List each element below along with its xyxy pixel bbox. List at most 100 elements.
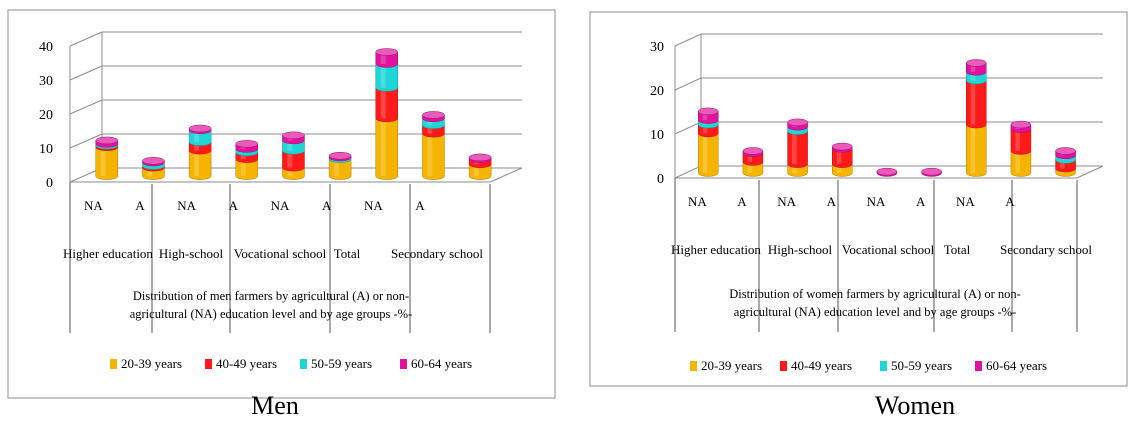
legend-label: 40-49 years (216, 356, 277, 371)
category-label: NA (867, 194, 886, 209)
bar-highlight (970, 124, 976, 173)
legend-swatch (400, 359, 407, 369)
bar-highlight (836, 148, 842, 165)
bar-highlight (1015, 128, 1020, 151)
bar-cap (966, 59, 987, 67)
legend-label: 50-59 years (311, 356, 372, 371)
bar-highlight (970, 71, 976, 81)
y-tick-label: 10 (39, 142, 53, 157)
floor-edge (489, 167, 523, 183)
category-label: NA (777, 194, 796, 209)
bar-cap (832, 142, 853, 151)
bar-highlight (334, 159, 340, 177)
bar-cap (921, 167, 942, 176)
bar-segment (698, 133, 719, 177)
bar-highlight (836, 164, 842, 173)
legend-label: 60-64 years (411, 356, 472, 371)
bar-highlight (240, 159, 246, 177)
category-label: NA (688, 194, 707, 209)
legend-label: 20-39 years (121, 356, 182, 371)
bar-segment (375, 63, 399, 92)
category-label: NA (84, 198, 103, 213)
bar-cap (188, 124, 212, 133)
y-tick-label: 30 (650, 40, 664, 55)
bar-highlight (287, 167, 293, 177)
group-label: High-school (159, 246, 224, 261)
bar-highlight (194, 142, 200, 151)
category-label: A (322, 198, 332, 213)
y-tick-label: 30 (39, 74, 53, 89)
category-label: A (415, 198, 425, 213)
y-tick-label: 40 (39, 40, 53, 55)
bar-highlight (380, 118, 386, 177)
bar-cap (787, 118, 808, 127)
category-label: A (229, 198, 239, 213)
bar-highlight (287, 140, 293, 151)
bar-highlight (702, 124, 708, 134)
group-label: Secondary school (391, 246, 483, 261)
group-label: Vocational school (842, 242, 935, 257)
y-tick-label: 20 (650, 84, 664, 99)
bar-segment (1010, 128, 1032, 155)
y-tick-label: 0 (46, 176, 53, 191)
bar-cap (422, 111, 445, 119)
legend-swatch (690, 361, 697, 371)
bar-highlight (427, 125, 433, 134)
gridline (674, 33, 1103, 47)
legend-label: 60-64 years (986, 358, 1047, 373)
bar-cap (142, 157, 165, 165)
chart-frame (7, 9, 556, 399)
bar-highlight (792, 131, 797, 165)
category-label: NA (271, 198, 290, 213)
bar-highlight (1015, 150, 1020, 173)
bar-segment (787, 130, 808, 168)
category-label: NA (956, 194, 975, 209)
men-caption: Men (251, 391, 299, 420)
floor-edge (1076, 165, 1104, 179)
y-tick-label: 20 (39, 108, 53, 123)
women-chart: 0 10 20 30 NA A NA A NA A NA A Higher education High-… (589, 11, 1128, 387)
bar-highlight (747, 161, 752, 173)
men-chart-panel: 0 10 20 30 40 NA A NA A NA A NA A Higher education Hig… (7, 9, 556, 420)
group-label: Secondary school (1000, 242, 1092, 257)
bar-highlight (100, 147, 106, 177)
women-caption: Women (874, 391, 956, 420)
category-label: A (1005, 194, 1015, 209)
bar-highlight (147, 167, 153, 177)
bar-highlight (792, 164, 797, 173)
bar-highlight (380, 87, 386, 119)
bar-segment (375, 118, 399, 180)
group-label: Total (944, 242, 971, 257)
bar-cap (282, 131, 305, 140)
legend-label: 50-59 years (891, 358, 952, 373)
bar-segment (966, 124, 987, 177)
bar-cap (328, 151, 352, 160)
category-label: A (135, 198, 145, 213)
bar-cap (1010, 120, 1032, 129)
bar-highlight (194, 150, 200, 177)
bar-highlight (380, 63, 386, 88)
legend-swatch (880, 361, 887, 371)
legend-swatch (300, 359, 307, 369)
bar-highlight (427, 133, 433, 177)
x-axis-title-line1: Distribution of men farmers by agricultu… (133, 289, 409, 303)
bar-highlight (380, 52, 386, 64)
bar-highlight (702, 111, 708, 121)
legend-swatch (975, 361, 982, 371)
x-axis-title-line1: Distribution of women farmers by agricul… (729, 287, 1021, 301)
women-chart-panel: 0 10 20 30 NA A NA A NA A NA A Higher education High-… (580, 0, 1139, 423)
group-label: Higher education (63, 246, 153, 261)
legend-label: 20-39 years (701, 358, 762, 373)
bar-segment (375, 87, 399, 123)
bar-segment (966, 80, 987, 129)
gridline (69, 31, 522, 47)
legend-swatch (780, 361, 787, 371)
category-label: NA (364, 198, 383, 213)
bar-highlight (747, 153, 752, 162)
legend-label: 40-49 years (791, 358, 852, 373)
legend-swatch (205, 359, 212, 369)
group-label: Higher education (671, 242, 761, 257)
x-axis-title-line2: agricultural (NA) education level and by… (734, 305, 1017, 319)
bar-highlight (1060, 159, 1065, 169)
bar-highlight (970, 62, 976, 72)
